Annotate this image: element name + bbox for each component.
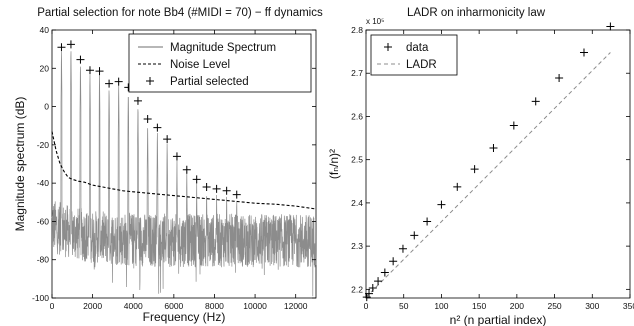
data-marker: [368, 284, 377, 293]
spectrum-line: [51, 51, 317, 297]
right-y-tick-label: 2.7: [351, 68, 363, 78]
left-y-tick-label: -20: [37, 140, 50, 150]
partial-marker: [143, 115, 152, 124]
right-x-ticks: 0 50 100 150 200 250 300 350: [364, 30, 634, 311]
left-chart-title: Partial selection for note Bb4 (#MIDI = …: [37, 7, 323, 19]
right-y-tick-label: 2.2: [351, 284, 363, 294]
legend-spectrum-label: Magnitude Spectrum: [170, 42, 276, 54]
partial-marker: [66, 40, 75, 49]
data-marker: [531, 97, 540, 106]
partial-marker: [105, 79, 114, 88]
partial-marker: [57, 43, 66, 52]
left-y-tick-label: 0: [44, 102, 49, 112]
right-x-label: n² (n partial index): [450, 313, 547, 326]
left-x-tick-label: 8000: [205, 301, 224, 311]
left-x-tick-label: 10000: [243, 301, 267, 311]
right-x-tick-label: 200: [510, 301, 524, 311]
left-y-tick-label: -40: [37, 178, 50, 188]
data-markers: [362, 22, 615, 302]
right-y-tick-label: 2.6: [351, 111, 363, 121]
right-y-tick-label: 2.8: [351, 25, 363, 35]
partial-markers: [57, 40, 241, 199]
legend-partial-marker: [146, 77, 154, 85]
left-y-tick-label: -80: [37, 255, 50, 265]
right-y-multiplier: x 10⁵: [366, 17, 384, 26]
partial-marker: [114, 77, 123, 86]
data-marker: [470, 165, 479, 174]
partial-marker: [232, 190, 241, 199]
right-y-tick-label: 2.5: [351, 155, 363, 165]
left-x-label: Frequency (Hz): [143, 310, 226, 324]
left-chart: Partial selection for note Bb4 (#MIDI = …: [13, 7, 323, 324]
right-chart: LADR on inharmonicity law 0 50 100 150 200 25…: [327, 7, 634, 326]
right-chart-title: LADR on inharmonicity law: [407, 7, 546, 19]
right-x-tick-label: 0: [364, 301, 369, 311]
data-marker: [398, 244, 407, 253]
left-legend: Magnitude Spectrum Noise Level Partial s…: [128, 33, 312, 93]
legend-partial-label: Partial selected: [170, 76, 249, 88]
partial-marker: [133, 96, 142, 105]
right-y-label: (fₙ/n)²: [327, 149, 341, 179]
left-y-label: Magnitude spectrum (dB): [13, 97, 27, 232]
legend-data-label: data: [406, 42, 429, 54]
data-marker: [489, 144, 498, 153]
ladr-line: [365, 52, 611, 298]
data-marker: [410, 231, 419, 240]
partial-marker: [192, 175, 201, 184]
left-x-tick-label: 12000: [284, 301, 308, 311]
noise-level-line: [51, 131, 317, 210]
data-marker: [389, 257, 398, 266]
right-y-tick-label: 2.3: [351, 241, 363, 251]
data-marker: [606, 22, 615, 31]
left-x-tick-label: 2000: [83, 301, 102, 311]
right-y-ticks: 2.2 2.3 2.4 2.5 2.6 2.7 2.8: [351, 25, 630, 294]
data-marker: [453, 182, 462, 191]
right-x-tick-label: 350: [623, 301, 634, 311]
right-y-tick-label: 2.4: [351, 198, 363, 208]
right-x-tick-label: 100: [434, 301, 448, 311]
left-x-ticks: 0 2000 4000 6000 8000 10000 12000: [50, 30, 308, 311]
partial-marker: [212, 184, 221, 193]
legend-ladr-label: LADR: [406, 59, 437, 71]
spectrum-trace: [51, 51, 317, 297]
partial-marker: [85, 66, 94, 75]
right-legend: data LADR: [370, 34, 458, 76]
partial-marker: [202, 182, 211, 191]
legend-noise-label: Noise Level: [170, 59, 230, 71]
left-legend-box: [128, 33, 312, 93]
left-x-tick-label: 0: [50, 301, 55, 311]
partial-marker: [153, 123, 162, 132]
data-marker: [509, 121, 518, 130]
left-y-tick-label: 20: [40, 63, 50, 73]
partial-marker: [222, 186, 231, 195]
right-x-tick-label: 50: [399, 301, 409, 311]
right-legend-box: [370, 34, 458, 76]
right-x-tick-label: 150: [472, 301, 486, 311]
data-marker: [555, 73, 564, 82]
left-y-tick-label: -60: [37, 216, 50, 226]
left-y-ticks: -100 -80 -60 -40 -20 0 20 40: [32, 25, 316, 303]
data-marker: [579, 48, 588, 57]
partial-marker: [95, 67, 104, 76]
data-marker: [374, 277, 383, 286]
left-y-tick-label: 40: [40, 25, 50, 35]
left-x-tick-label: 4000: [124, 301, 143, 311]
right-x-tick-label: 300: [585, 301, 599, 311]
data-marker: [423, 217, 432, 226]
data-marker: [365, 289, 374, 298]
right-x-tick-label: 250: [547, 301, 561, 311]
partial-marker: [182, 165, 191, 174]
partial-marker: [172, 152, 181, 161]
legend-data-marker: [384, 43, 392, 51]
data-marker: [437, 200, 446, 209]
left-x-tick-label: 6000: [164, 301, 183, 311]
left-y-tick-label: -100: [32, 293, 49, 303]
data-marker: [380, 268, 389, 277]
partial-marker: [76, 55, 85, 64]
partial-marker: [163, 135, 172, 144]
